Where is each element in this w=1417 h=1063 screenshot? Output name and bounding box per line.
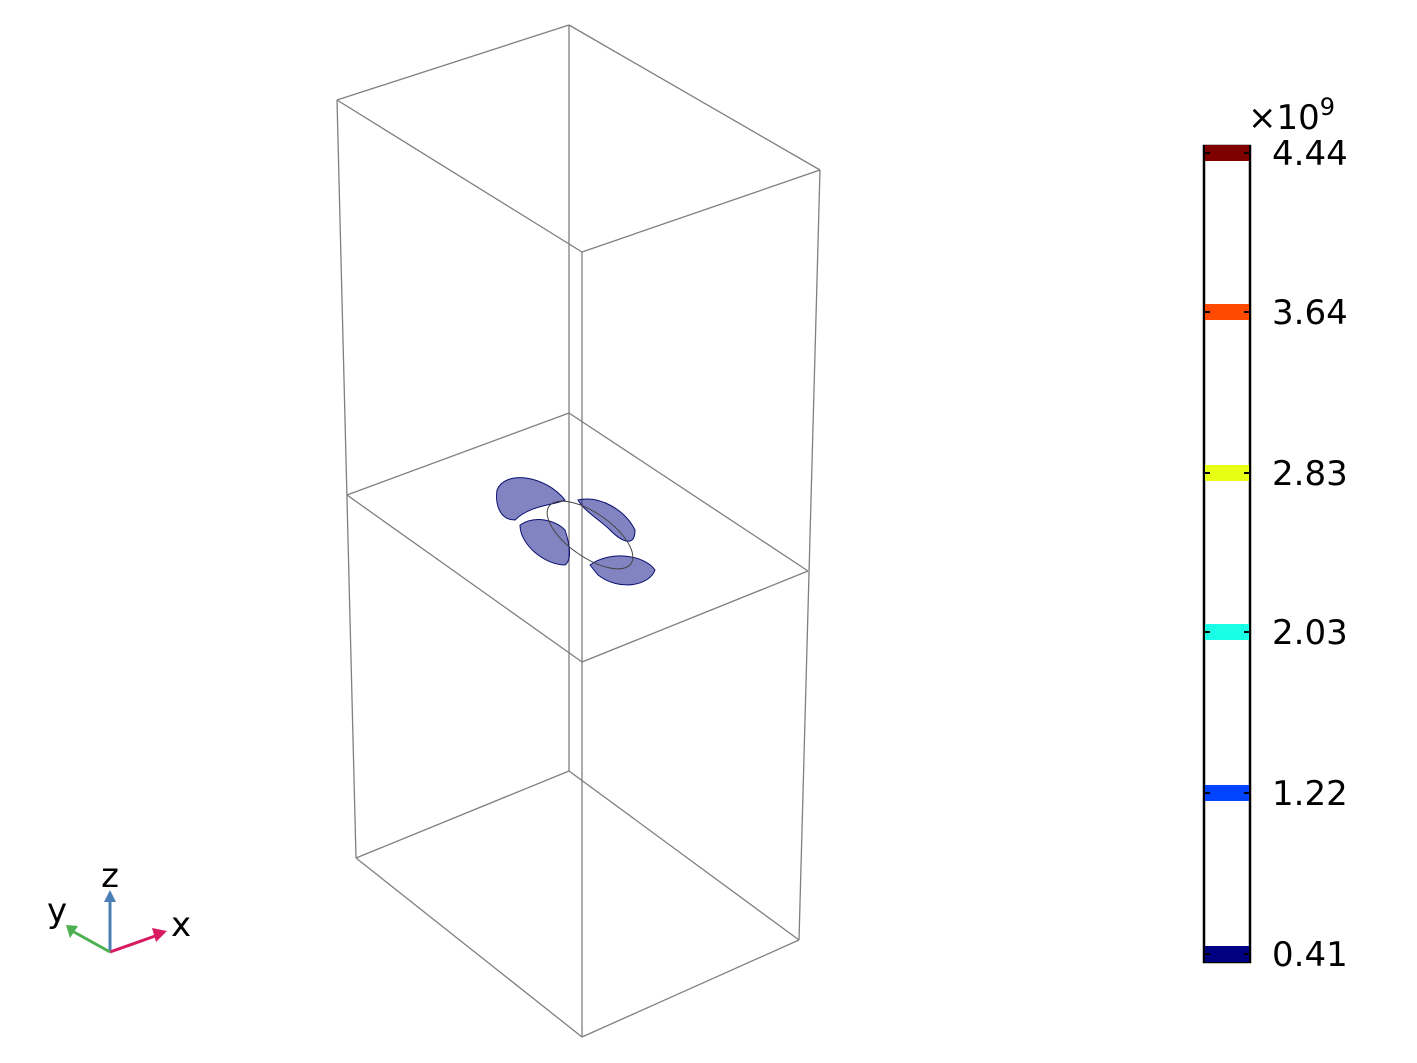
colorbar-tick-label: 2.83 bbox=[1272, 454, 1348, 494]
colorbar-tick-label: 0.41 bbox=[1272, 935, 1348, 975]
geometry-wireframe bbox=[336, 24, 821, 1038]
colorbar-band bbox=[1205, 785, 1249, 802]
colorbar-band bbox=[1205, 624, 1249, 641]
colorbar-tick-label: 1.22 bbox=[1272, 774, 1348, 814]
colorbar-frame bbox=[1202, 144, 1252, 964]
axis-label-y: y bbox=[47, 891, 67, 931]
colorbar-band bbox=[1205, 465, 1249, 482]
axis-triad bbox=[66, 890, 167, 954]
colorbar-multiplier: ×109 bbox=[1248, 93, 1335, 138]
colorbar: 4.44 3.64 2.83 2.03 1.22 0.41 bbox=[1202, 134, 1348, 975]
colorbar-tick-label: 4.44 bbox=[1272, 134, 1348, 174]
colorbar-band bbox=[1205, 145, 1249, 161]
colorbar-tick-label: 2.03 bbox=[1272, 613, 1348, 653]
axis-label-x: x bbox=[171, 905, 191, 945]
colorbar-band bbox=[1205, 304, 1249, 321]
colorbar-tick-label: 3.64 bbox=[1272, 293, 1348, 333]
isosurface bbox=[496, 477, 656, 586]
axis-label-z: z bbox=[101, 856, 119, 896]
colorbar-band bbox=[1205, 946, 1249, 962]
